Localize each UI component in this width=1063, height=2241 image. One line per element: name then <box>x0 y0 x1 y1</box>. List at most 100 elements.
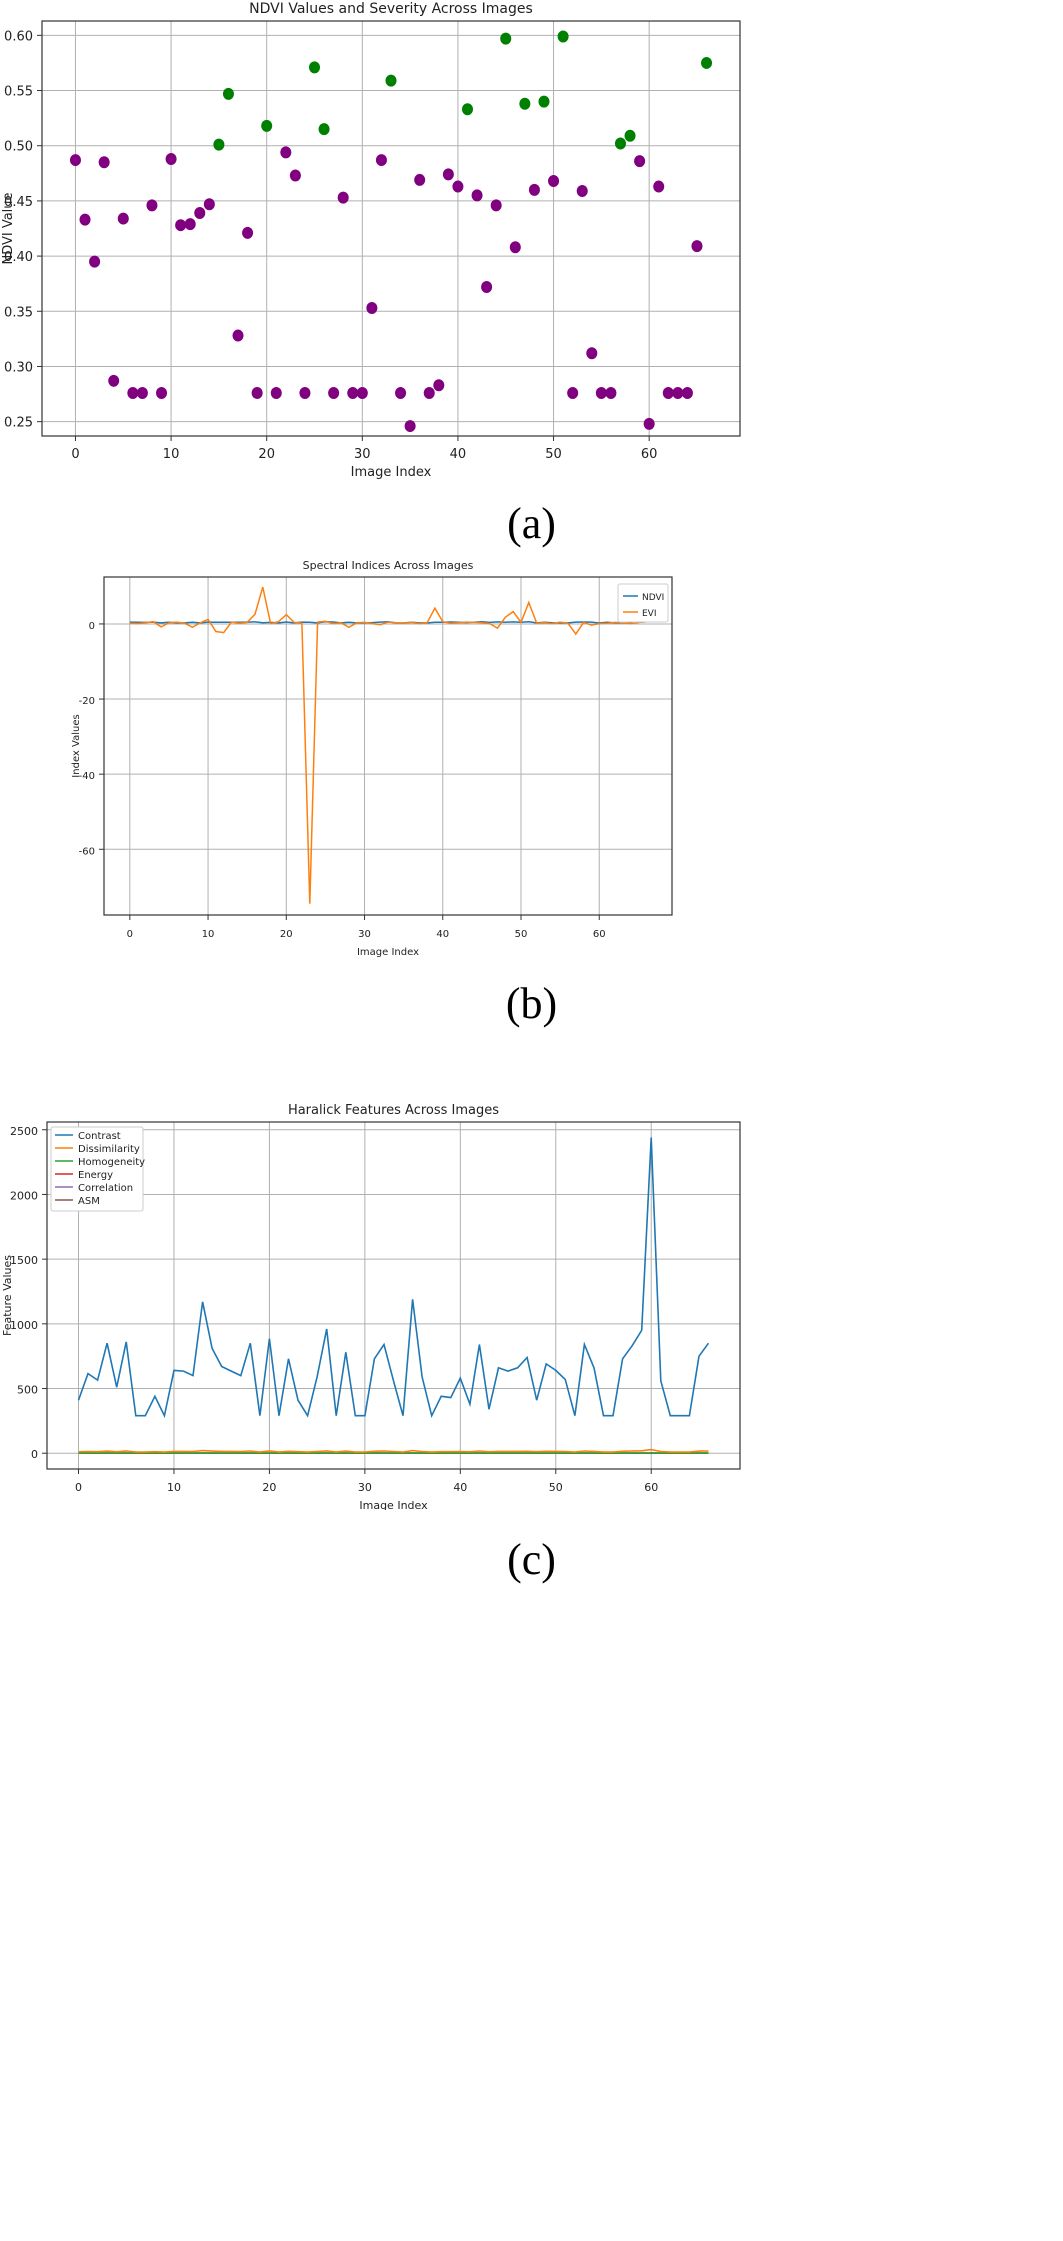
x-tick-label: 0 <box>127 929 133 940</box>
x-tick-label: 30 <box>358 1481 372 1494</box>
y-tick-label: 0.35 <box>4 305 33 320</box>
series-line-dissimilarity <box>78 1448 709 1453</box>
y-tick-label: 0.55 <box>4 85 33 100</box>
data-point <box>614 137 626 150</box>
caption-c: (c) <box>507 1535 556 1584</box>
data-point <box>270 386 282 399</box>
data-point <box>289 169 301 182</box>
data-point <box>356 386 368 399</box>
data-point <box>251 386 263 399</box>
x-tick-label: 10 <box>167 1481 181 1494</box>
series-line-evi <box>129 586 647 904</box>
data-point <box>184 218 196 231</box>
data-point <box>395 386 407 399</box>
y-tick-label: 0.40 <box>4 250 33 265</box>
chart-title: NDVI Values and Severity Across Images <box>249 1 533 17</box>
data-point <box>69 154 81 167</box>
data-point <box>662 386 674 399</box>
data-point <box>89 255 101 268</box>
data-point <box>548 175 560 188</box>
x-tick-label: 50 <box>515 929 528 940</box>
data-point <box>414 173 426 186</box>
data-point <box>423 386 435 399</box>
caption-b: (b) <box>505 979 558 1028</box>
data-point <box>375 154 387 167</box>
data-point <box>79 213 91 226</box>
legend-label: Homogeneity <box>78 1157 145 1168</box>
y-tick-label: 1000 <box>10 1319 38 1332</box>
data-point <box>347 386 359 399</box>
data-point <box>117 212 129 225</box>
data-point <box>442 168 454 181</box>
data-point <box>108 374 120 387</box>
data-point <box>538 95 550 108</box>
data-point <box>576 184 588 197</box>
legend-label: NDVI <box>642 593 664 603</box>
x-tick-label: 20 <box>258 447 275 462</box>
y-tick-label: -20 <box>79 696 95 707</box>
data-point <box>366 301 378 314</box>
data-point <box>280 146 292 159</box>
y-tick-label: -40 <box>79 771 95 782</box>
y-tick-label: 500 <box>17 1384 38 1397</box>
spectral-indices-chart: 0 10 20 30 40 50 60 0 -20 -40 -60 Spectral Indices … <box>71 559 673 958</box>
data-point <box>98 156 110 169</box>
x-tick-label: 30 <box>354 447 371 462</box>
plot-frame <box>46 1121 741 1470</box>
y-tick-label: 0.60 <box>4 29 33 44</box>
x-tick-label: 10 <box>202 929 215 940</box>
x-tick-label: 0 <box>75 1481 82 1494</box>
ndvi-scatter-chart: 0 10 20 30 40 50 60 0.25 0.30 0.35 0.40 0.45 0.50 0.5… <box>1 1 741 480</box>
data-point <box>528 183 540 196</box>
data-point <box>471 189 483 202</box>
y-tick-label: 2000 <box>10 1189 38 1202</box>
legend-label: Contrast <box>78 1131 121 1142</box>
data-point <box>586 347 598 360</box>
x-tick-label: 50 <box>545 447 562 462</box>
chart-title: Spectral Indices Across Images <box>303 559 474 572</box>
data-point <box>242 226 254 239</box>
x-tick-label: 60 <box>593 929 606 940</box>
legend-label: EVI <box>642 609 657 619</box>
chart-title: Haralick Features Across Images <box>288 1103 499 1118</box>
y-tick-label: 0.50 <box>4 140 33 155</box>
data-point <box>213 138 225 151</box>
data-point <box>433 379 445 392</box>
x-tick-label: 40 <box>453 1481 467 1494</box>
data-point <box>605 386 617 399</box>
x-tick-label: 10 <box>163 447 180 462</box>
haralick-features-chart: 0 10 20 30 40 50 60 0 500 1000 1500 2000 2500 Haralic… <box>1 1103 741 1510</box>
y-tick-label: 2500 <box>10 1125 38 1138</box>
data-point <box>136 386 148 399</box>
data-point <box>194 207 206 220</box>
data-point <box>500 32 512 45</box>
caption-a: (a) <box>507 499 556 548</box>
x-axis-label: Image Index <box>351 465 432 480</box>
data-point <box>461 103 473 116</box>
x-axis-label: Image Index <box>359 1499 428 1510</box>
y-axis-label: Feature Values <box>1 1255 14 1336</box>
legend-label: ASM <box>78 1196 100 1207</box>
x-tick-label: 30 <box>358 929 371 940</box>
y-tick-label: 1500 <box>10 1254 38 1267</box>
plot-frame <box>41 20 741 437</box>
x-tick-label: 20 <box>262 1481 276 1494</box>
data-point <box>701 56 713 69</box>
data-point <box>203 198 215 211</box>
data-point <box>452 180 464 193</box>
legend-label: Energy <box>78 1170 113 1181</box>
data-point <box>634 155 646 168</box>
legend-box <box>50 1126 144 1212</box>
data-point <box>509 241 521 254</box>
data-point <box>624 129 636 142</box>
y-tick-label: -60 <box>79 846 95 857</box>
data-point <box>567 386 579 399</box>
data-point <box>299 386 311 399</box>
y-axis-label: NDVI Value <box>1 192 16 264</box>
plot-frame <box>103 576 673 916</box>
data-point <box>156 386 168 399</box>
data-point <box>681 386 693 399</box>
data-point <box>337 191 349 204</box>
x-tick-label: 40 <box>436 929 449 940</box>
data-point <box>232 329 244 342</box>
